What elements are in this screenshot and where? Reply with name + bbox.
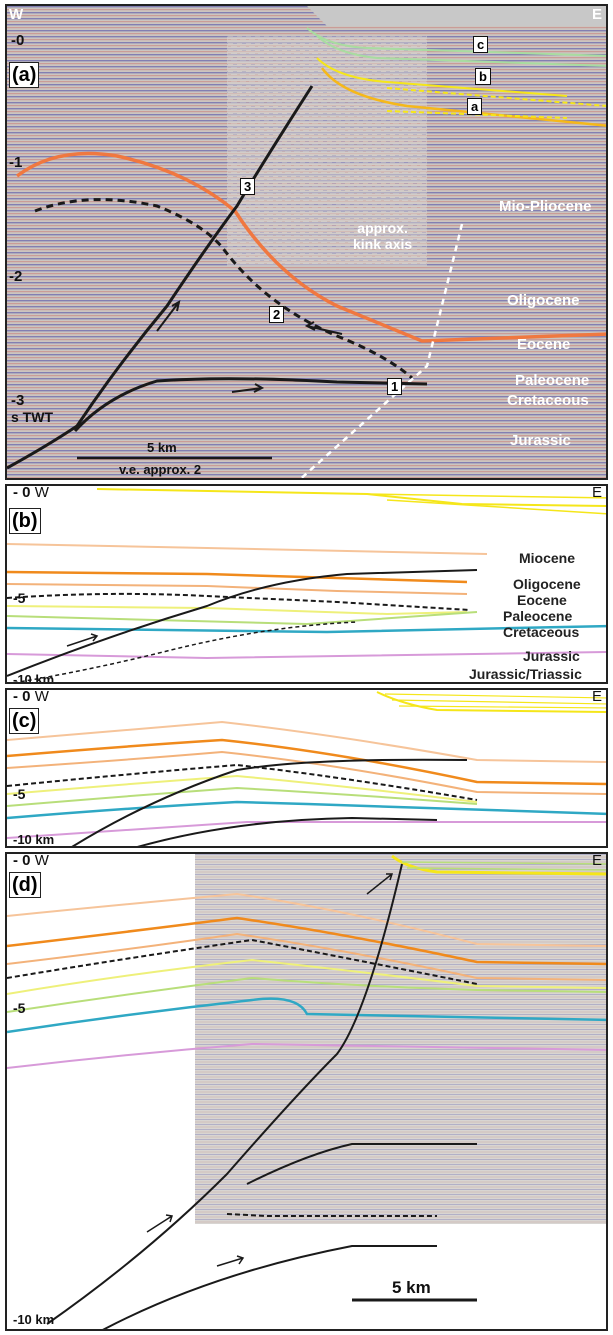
panel-d-depth-0: - 0 W: [13, 852, 49, 869]
unit-jurassic: Jurassic: [510, 432, 571, 449]
depth-tick-1: -1: [9, 154, 23, 171]
paleocene-horizon: [34, 198, 413, 380]
unit-oligocene: Oligocene: [507, 292, 580, 309]
fault-1: [73, 377, 428, 433]
panel-b-depth-5: -5: [13, 590, 26, 606]
panel-b-drawing: [7, 488, 606, 682]
panel-b-cross-section: (b) - 0 W E -5 -10 km Miocene Oligocene …: [5, 484, 608, 684]
fault-label-2: 2: [269, 306, 285, 323]
panel-b-unit-paleocene: Paleocene: [503, 608, 573, 624]
kink-axis-label: approx. kink axis: [353, 220, 412, 252]
panel-b-unit-eocene: Eocene: [517, 592, 567, 608]
panel-label-a: (a): [9, 62, 40, 88]
panel-d-depth-10: -10 km: [13, 1312, 55, 1327]
panel-c-depth-5: -5: [13, 786, 26, 802]
panel-b-unit-cretaceous: Cretaceous: [503, 624, 580, 640]
panel-d-depth-5: -5: [13, 1000, 26, 1016]
panel-a-seismic-section: (a) W E -0 -1 -2 -3 s TWT 1 2 3 a b c ap…: [5, 4, 608, 480]
unit-mio-pliocene: Mio-Pliocene: [499, 198, 592, 215]
panel-c-drawing: [7, 691, 606, 846]
panel-b-unit-older-line2: and older: [469, 682, 582, 684]
depth-tick-0: -0: [11, 32, 25, 49]
panel-b-east-label: E: [591, 484, 602, 501]
panel-b-unit-jurassic: Jurassic: [523, 648, 580, 664]
fault-label-1: 1: [387, 378, 403, 395]
horizon-label-b: b: [475, 68, 491, 85]
panel-c-depth-10: -10 km: [13, 832, 55, 847]
west-label: W: [9, 6, 24, 23]
fault-3: [7, 85, 314, 470]
east-label: E: [591, 6, 602, 23]
panel-c-cross-section: (c) - 0 W E -5 -10 km: [5, 688, 608, 848]
unit-eocene: Eocene: [517, 336, 571, 353]
panel-d-east-label: E: [591, 852, 602, 869]
unit-cretaceous: Cretaceous: [507, 392, 589, 409]
panel-d-drawing: [7, 854, 606, 1329]
horizon-label-a: a: [467, 98, 483, 115]
panel-c-east-label: E: [591, 688, 602, 705]
panel-b-depth-10: -10 km: [13, 672, 55, 684]
panel-b-unit-oligocene: Oligocene: [513, 576, 581, 592]
panel-b-unit-miocene: Miocene: [519, 550, 576, 566]
panel-d-scale-label: 5 km: [392, 1278, 431, 1297]
panel-b-unit-older: Jurassic/Triassic and older: [469, 666, 582, 684]
depth-unit: s TWT: [11, 409, 53, 425]
panel-b-unit-older-line1: Jurassic/Triassic: [469, 666, 582, 682]
kink-axis-label-line2: kink axis: [353, 236, 413, 252]
depth-tick-3: -3: [11, 392, 25, 409]
kink-axis: [299, 223, 464, 478]
unit-paleocene: Paleocene: [515, 372, 590, 389]
vertical-exaggeration-label: v.e. approx. 2: [119, 462, 202, 477]
panel-label-c: (c): [9, 708, 40, 734]
horizon-label-c: c: [473, 36, 489, 53]
seismic-image: [7, 6, 606, 478]
panel-b-depth-0: - 0 W: [13, 484, 49, 501]
panel-d-interpretation-overlay: (d) - 0 W E -5 -10 km 5 km: [5, 852, 608, 1331]
fault-label-3: 3: [240, 178, 256, 195]
depth-tick-2: -2: [9, 268, 23, 285]
kink-axis-label-line1: approx.: [357, 220, 408, 236]
panel-label-b: (b): [9, 508, 41, 534]
eocene-horizon: [15, 151, 606, 343]
panel-c-depth-0: - 0 W: [13, 688, 49, 705]
scale-label: 5 km: [147, 440, 177, 455]
panel-label-d: (d): [9, 872, 41, 898]
